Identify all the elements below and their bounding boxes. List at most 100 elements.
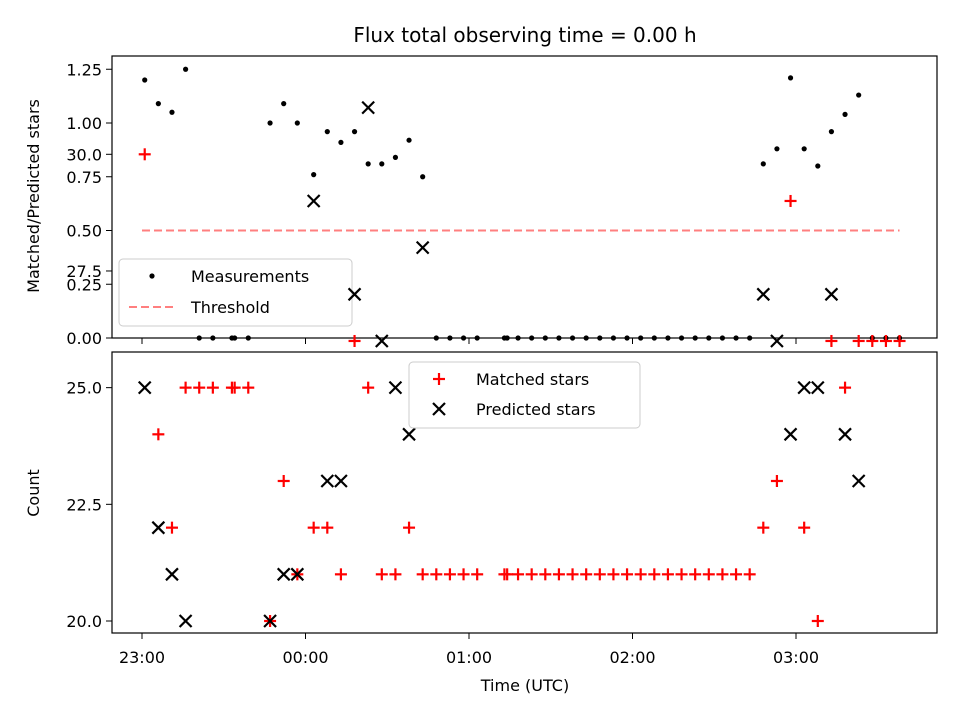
- predicted-star-point: [375, 334, 389, 348]
- predicted-star-point: [290, 567, 305, 582]
- predicted-star-point: [347, 287, 362, 302]
- bottom-y-tick-label: 30.0: [66, 145, 102, 164]
- matched-star-point: [593, 568, 606, 581]
- top-y-tick-label: 0.50: [66, 222, 102, 241]
- matched-star-point: [661, 568, 674, 581]
- bottom-y-tick-label: 27.5: [66, 262, 102, 281]
- measurement-point: [828, 129, 835, 135]
- measurement-point: [801, 146, 807, 152]
- bottom-legend: Matched stars Predicted stars: [408, 361, 641, 429]
- bottom-y-axis-label: Count: [24, 469, 43, 517]
- matched-star-point: [403, 521, 416, 534]
- x-tick-label: 01:00: [446, 648, 492, 667]
- matched-star-point: [621, 568, 634, 581]
- matched-star-point: [675, 568, 688, 581]
- top-y-tick-label: 1.25: [66, 60, 102, 79]
- bottom-y-axis-ticks: 20.0 22.5 25.0 27.5 30.0: [66, 145, 112, 631]
- matched-star-point: [730, 568, 743, 581]
- matched-star-point: [525, 568, 538, 581]
- matched-star-point: [443, 568, 456, 581]
- measurement-point: [815, 163, 821, 169]
- matched-star-point: [893, 334, 906, 347]
- matched-star-point: [552, 568, 565, 581]
- matched-star-point: [512, 568, 525, 581]
- legend-measurements-label: Measurements: [191, 267, 309, 286]
- predicted-star-point: [797, 380, 811, 395]
- legend-matched-marker: [433, 373, 445, 385]
- matched-star-point: [689, 568, 702, 581]
- top-legend: Measurements Threshold: [118, 258, 353, 327]
- matched-star-point: [179, 381, 192, 394]
- matched-star-point: [307, 521, 320, 534]
- predicted-star-point: [276, 567, 291, 582]
- predicted-star-point: [137, 380, 152, 395]
- matched-star-point: [879, 334, 892, 347]
- predicted-star-point: [824, 287, 839, 302]
- matched-star-point: [866, 334, 879, 347]
- matched-star-point: [634, 568, 647, 581]
- matched-star-point: [277, 474, 290, 487]
- matched-star-point: [716, 568, 729, 581]
- predicted-star-point: [361, 100, 375, 115]
- top-y-tick-label: 0.00: [66, 329, 102, 348]
- matched-star-point: [334, 568, 347, 581]
- matched-star-point: [228, 381, 241, 394]
- legend-threshold-label: Threshold: [190, 298, 270, 317]
- top-y-tick-label: 1.00: [66, 114, 102, 133]
- x-tick-label: 03:00: [773, 648, 819, 667]
- x-tick-label: 02:00: [609, 648, 655, 667]
- measurement-point: [760, 161, 766, 167]
- measurement-point: [787, 75, 794, 81]
- matched-star-point: [852, 334, 865, 347]
- matched-star-point: [416, 568, 429, 581]
- matched-star-point: [138, 148, 151, 161]
- matched-star-point: [539, 568, 552, 581]
- measurement-point: [311, 172, 317, 178]
- legend-measurements-marker: [149, 273, 155, 279]
- predicted-star-point: [388, 380, 403, 395]
- predicted-star-point: [756, 287, 771, 302]
- top-y-axis-ticks: 0.00 0.25 0.50 0.75 1.00 1.25: [66, 60, 112, 348]
- top-y-tick-label: 0.25: [66, 275, 102, 294]
- legend-matched-label: Matched stars: [476, 370, 589, 389]
- matched-star-point: [362, 381, 375, 394]
- bottom-plot-marks: [137, 100, 906, 628]
- measurement-point: [142, 77, 148, 83]
- predicted-star-point: [783, 427, 798, 442]
- measurement-point: [267, 120, 273, 126]
- predicted-star-point: [263, 614, 277, 628]
- measurement-point: [379, 161, 385, 167]
- measurement-point: [338, 139, 344, 145]
- matched-star-point: [798, 521, 811, 534]
- matched-star-point: [757, 521, 770, 534]
- matched-star-point: [648, 568, 661, 581]
- matched-star-point: [743, 568, 756, 581]
- x-tick-label: 00:00: [282, 648, 328, 667]
- predicted-star-point: [851, 474, 866, 488]
- bottom-y-tick-label: 22.5: [66, 495, 102, 514]
- measurement-point: [842, 111, 848, 117]
- measurements-panel: Flux total observing time = 0.00 h 0.000…: [24, 23, 938, 348]
- measurement-point: [281, 101, 287, 107]
- matched-star-point: [770, 474, 783, 487]
- matched-star-point: [165, 521, 178, 534]
- measurement-point: [294, 120, 300, 126]
- top-y-axis-label: Matched/Predicted stars: [24, 99, 43, 293]
- matched-star-point: [566, 568, 579, 581]
- measurement-point: [420, 174, 426, 180]
- top-x-axis-ticks: [141, 338, 797, 344]
- matched-star-point: [206, 381, 219, 394]
- bottom-plot-frame: [111, 351, 938, 634]
- matched-star-point: [242, 381, 255, 394]
- measurement-point: [183, 66, 189, 72]
- top-plot-frame: [111, 55, 938, 339]
- matched-star-point: [193, 381, 206, 394]
- matched-star-point: [430, 568, 443, 581]
- predicted-star-point: [151, 520, 166, 535]
- matched-star-point: [457, 568, 470, 581]
- measurement-point: [392, 154, 399, 160]
- predicted-star-point: [320, 474, 335, 488]
- measurement-point: [324, 129, 330, 135]
- matched-star-point: [825, 334, 838, 347]
